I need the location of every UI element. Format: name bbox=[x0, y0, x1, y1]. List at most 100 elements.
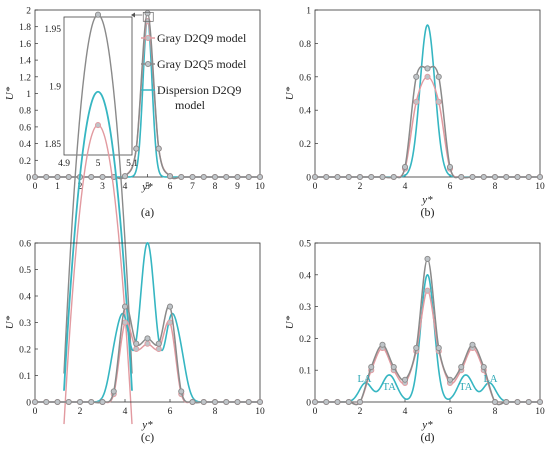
inset-zoom: 4.9 5 5.1 1.85 1.9 1.95 bbox=[44, 11, 138, 425]
legend-label-dispersion-d2q9: Dispersion D2Q9 bbox=[157, 83, 241, 97]
x-tick-label: 10 bbox=[255, 182, 265, 192]
data-point-gray-d2q5 bbox=[469, 173, 476, 181]
data-point-gray-d2q5 bbox=[43, 173, 50, 181]
data-point-gray-d2q5 bbox=[189, 173, 196, 181]
inset-series-dispersion-d2q9 bbox=[63, 90, 133, 391]
y-tick-label: 0.5 bbox=[19, 266, 31, 276]
y-tick-label: 0.6 bbox=[19, 240, 31, 250]
x-tick-label: 1 bbox=[55, 182, 60, 192]
y-tick-label: 0.1 bbox=[299, 367, 311, 377]
y-axis-label: U* bbox=[284, 86, 296, 100]
series-gray-d2q9-line bbox=[315, 289, 540, 406]
data-point-gray-d2q5 bbox=[234, 173, 241, 181]
data-point-gray-d2q5 bbox=[424, 65, 431, 72]
data-point-gray-d2q5 bbox=[144, 10, 151, 17]
x-tick-label: 8 bbox=[213, 407, 218, 417]
data-point-gray-d2q5 bbox=[121, 303, 129, 310]
data-point-gray-d2q5 bbox=[401, 376, 409, 383]
y-axis-label: U* bbox=[4, 315, 16, 329]
y-tick-label: 0.8 bbox=[299, 40, 311, 50]
y-tick-label: 0.5 bbox=[299, 240, 311, 250]
x-tick-label: 4 bbox=[123, 407, 128, 417]
data-point-gray-d2q5 bbox=[334, 173, 341, 181]
plot-frame bbox=[314, 242, 541, 403]
data-point-gray-d2q5 bbox=[390, 173, 397, 181]
legend-label-gray-d2q9: Gray D2Q9 model bbox=[157, 31, 247, 45]
data-point-gray-d2q5 bbox=[323, 173, 330, 181]
data-point-gray-d2q5 bbox=[133, 145, 140, 152]
x-tick-label: 6 bbox=[168, 407, 173, 417]
data-point-gray-d2q5 bbox=[88, 398, 95, 406]
data-point-gray-d2q5 bbox=[345, 398, 352, 406]
y-tick-label: 0.4 bbox=[19, 293, 31, 303]
data-point-gray-d2q9 bbox=[144, 340, 151, 347]
x-tick-label: 0 bbox=[33, 182, 38, 192]
x-tick-label: 8 bbox=[493, 407, 498, 417]
y-tick-label: 0.3 bbox=[19, 319, 31, 329]
data-point-gray-d2q5 bbox=[166, 303, 174, 310]
annotation-label: TA bbox=[383, 382, 397, 393]
series-dispersion-d2q9-line bbox=[314, 24, 540, 178]
data-point-gray-d2q5 bbox=[31, 173, 39, 181]
zoom-region-marker bbox=[142, 11, 154, 22]
data-point-gray-d2q5 bbox=[144, 335, 151, 342]
data-point-gray-d2q5 bbox=[356, 173, 364, 181]
x-tick-label: 6 bbox=[448, 182, 453, 192]
x-tick-label: 4 bbox=[123, 182, 128, 192]
series-gray-d2q9-line bbox=[314, 76, 540, 179]
y-tick-label: 0.4 bbox=[299, 107, 311, 117]
data-point-gray-d2q5 bbox=[99, 398, 106, 406]
inset-frame bbox=[63, 16, 133, 156]
data-point-gray-d2q5 bbox=[536, 173, 544, 181]
data-point-gray-d2q5 bbox=[189, 398, 196, 406]
data-point-gray-d2q5 bbox=[334, 398, 341, 406]
data-point-gray-d2q5 bbox=[413, 344, 420, 351]
x-tick-label: 0 bbox=[33, 407, 38, 417]
panel-label: (a) bbox=[141, 205, 154, 219]
x-tick-label: 10 bbox=[255, 407, 265, 417]
inset-x-tick-label: 5 bbox=[96, 159, 101, 169]
chart-panel-3: 0 2 4 6 8 10 0 0.1 0.2 0.3 0.4 0.5 0.6 y* U* (c) bbox=[4, 240, 265, 445]
data-point-gray-d2q5 bbox=[446, 376, 454, 383]
y-tick-label: 1 bbox=[306, 7, 311, 17]
x-tick-label: 4 bbox=[403, 182, 408, 192]
x-tick-label: 5 bbox=[145, 182, 150, 192]
data-point-gray-d2q5 bbox=[469, 341, 476, 348]
x-tick-label: 2 bbox=[358, 182, 363, 192]
inset-series-gray-d2q9 bbox=[63, 124, 133, 425]
y-axis-label: U* bbox=[284, 315, 296, 329]
y-tick-label: 0.4 bbox=[19, 140, 31, 150]
x-tick-label: 6 bbox=[168, 182, 173, 192]
x-tick-label: 2 bbox=[78, 182, 83, 192]
legend-marker bbox=[144, 60, 152, 68]
x-tick-label: 6 bbox=[448, 407, 453, 417]
inset-peak-point bbox=[94, 11, 102, 18]
data-point-gray-d2q5 bbox=[401, 163, 409, 171]
y-tick-label: 1 bbox=[26, 90, 31, 100]
y-tick-label: 0.8 bbox=[19, 107, 31, 117]
data-point-gray-d2q5 bbox=[155, 145, 162, 152]
data-point-gray-d2q5 bbox=[491, 173, 499, 181]
data-point-gray-d2q5 bbox=[88, 173, 95, 181]
data-point-gray-d2q5 bbox=[390, 363, 397, 371]
data-point-gray-d2q5 bbox=[99, 173, 106, 181]
data-point-gray-d2q5 bbox=[368, 173, 375, 181]
x-tick-label: 2 bbox=[358, 407, 363, 417]
x-tick-label: 9 bbox=[235, 182, 240, 192]
data-point-gray-d2q5 bbox=[536, 398, 544, 406]
y-tick-label: 1.4 bbox=[19, 57, 31, 67]
inset-y-tick-label: 1.85 bbox=[44, 140, 61, 150]
data-point-gray-d2q5 bbox=[223, 398, 230, 406]
data-point-gray-d2q9 bbox=[424, 73, 431, 80]
x-tick-label: 0 bbox=[313, 182, 318, 192]
data-point-gray-d2q5 bbox=[525, 173, 532, 181]
data-point-gray-d2q5 bbox=[245, 173, 252, 181]
data-point-gray-d2q5 bbox=[76, 398, 84, 406]
y-tick-label: 0 bbox=[26, 399, 31, 409]
data-point-gray-d2q9 bbox=[155, 345, 162, 353]
data-point-gray-d2q9 bbox=[133, 345, 140, 353]
zoom-arrowhead bbox=[131, 12, 135, 18]
x-tick-label: 3 bbox=[100, 182, 105, 192]
data-point-gray-d2q5 bbox=[514, 398, 521, 406]
x-tick-label: 7 bbox=[190, 182, 195, 192]
